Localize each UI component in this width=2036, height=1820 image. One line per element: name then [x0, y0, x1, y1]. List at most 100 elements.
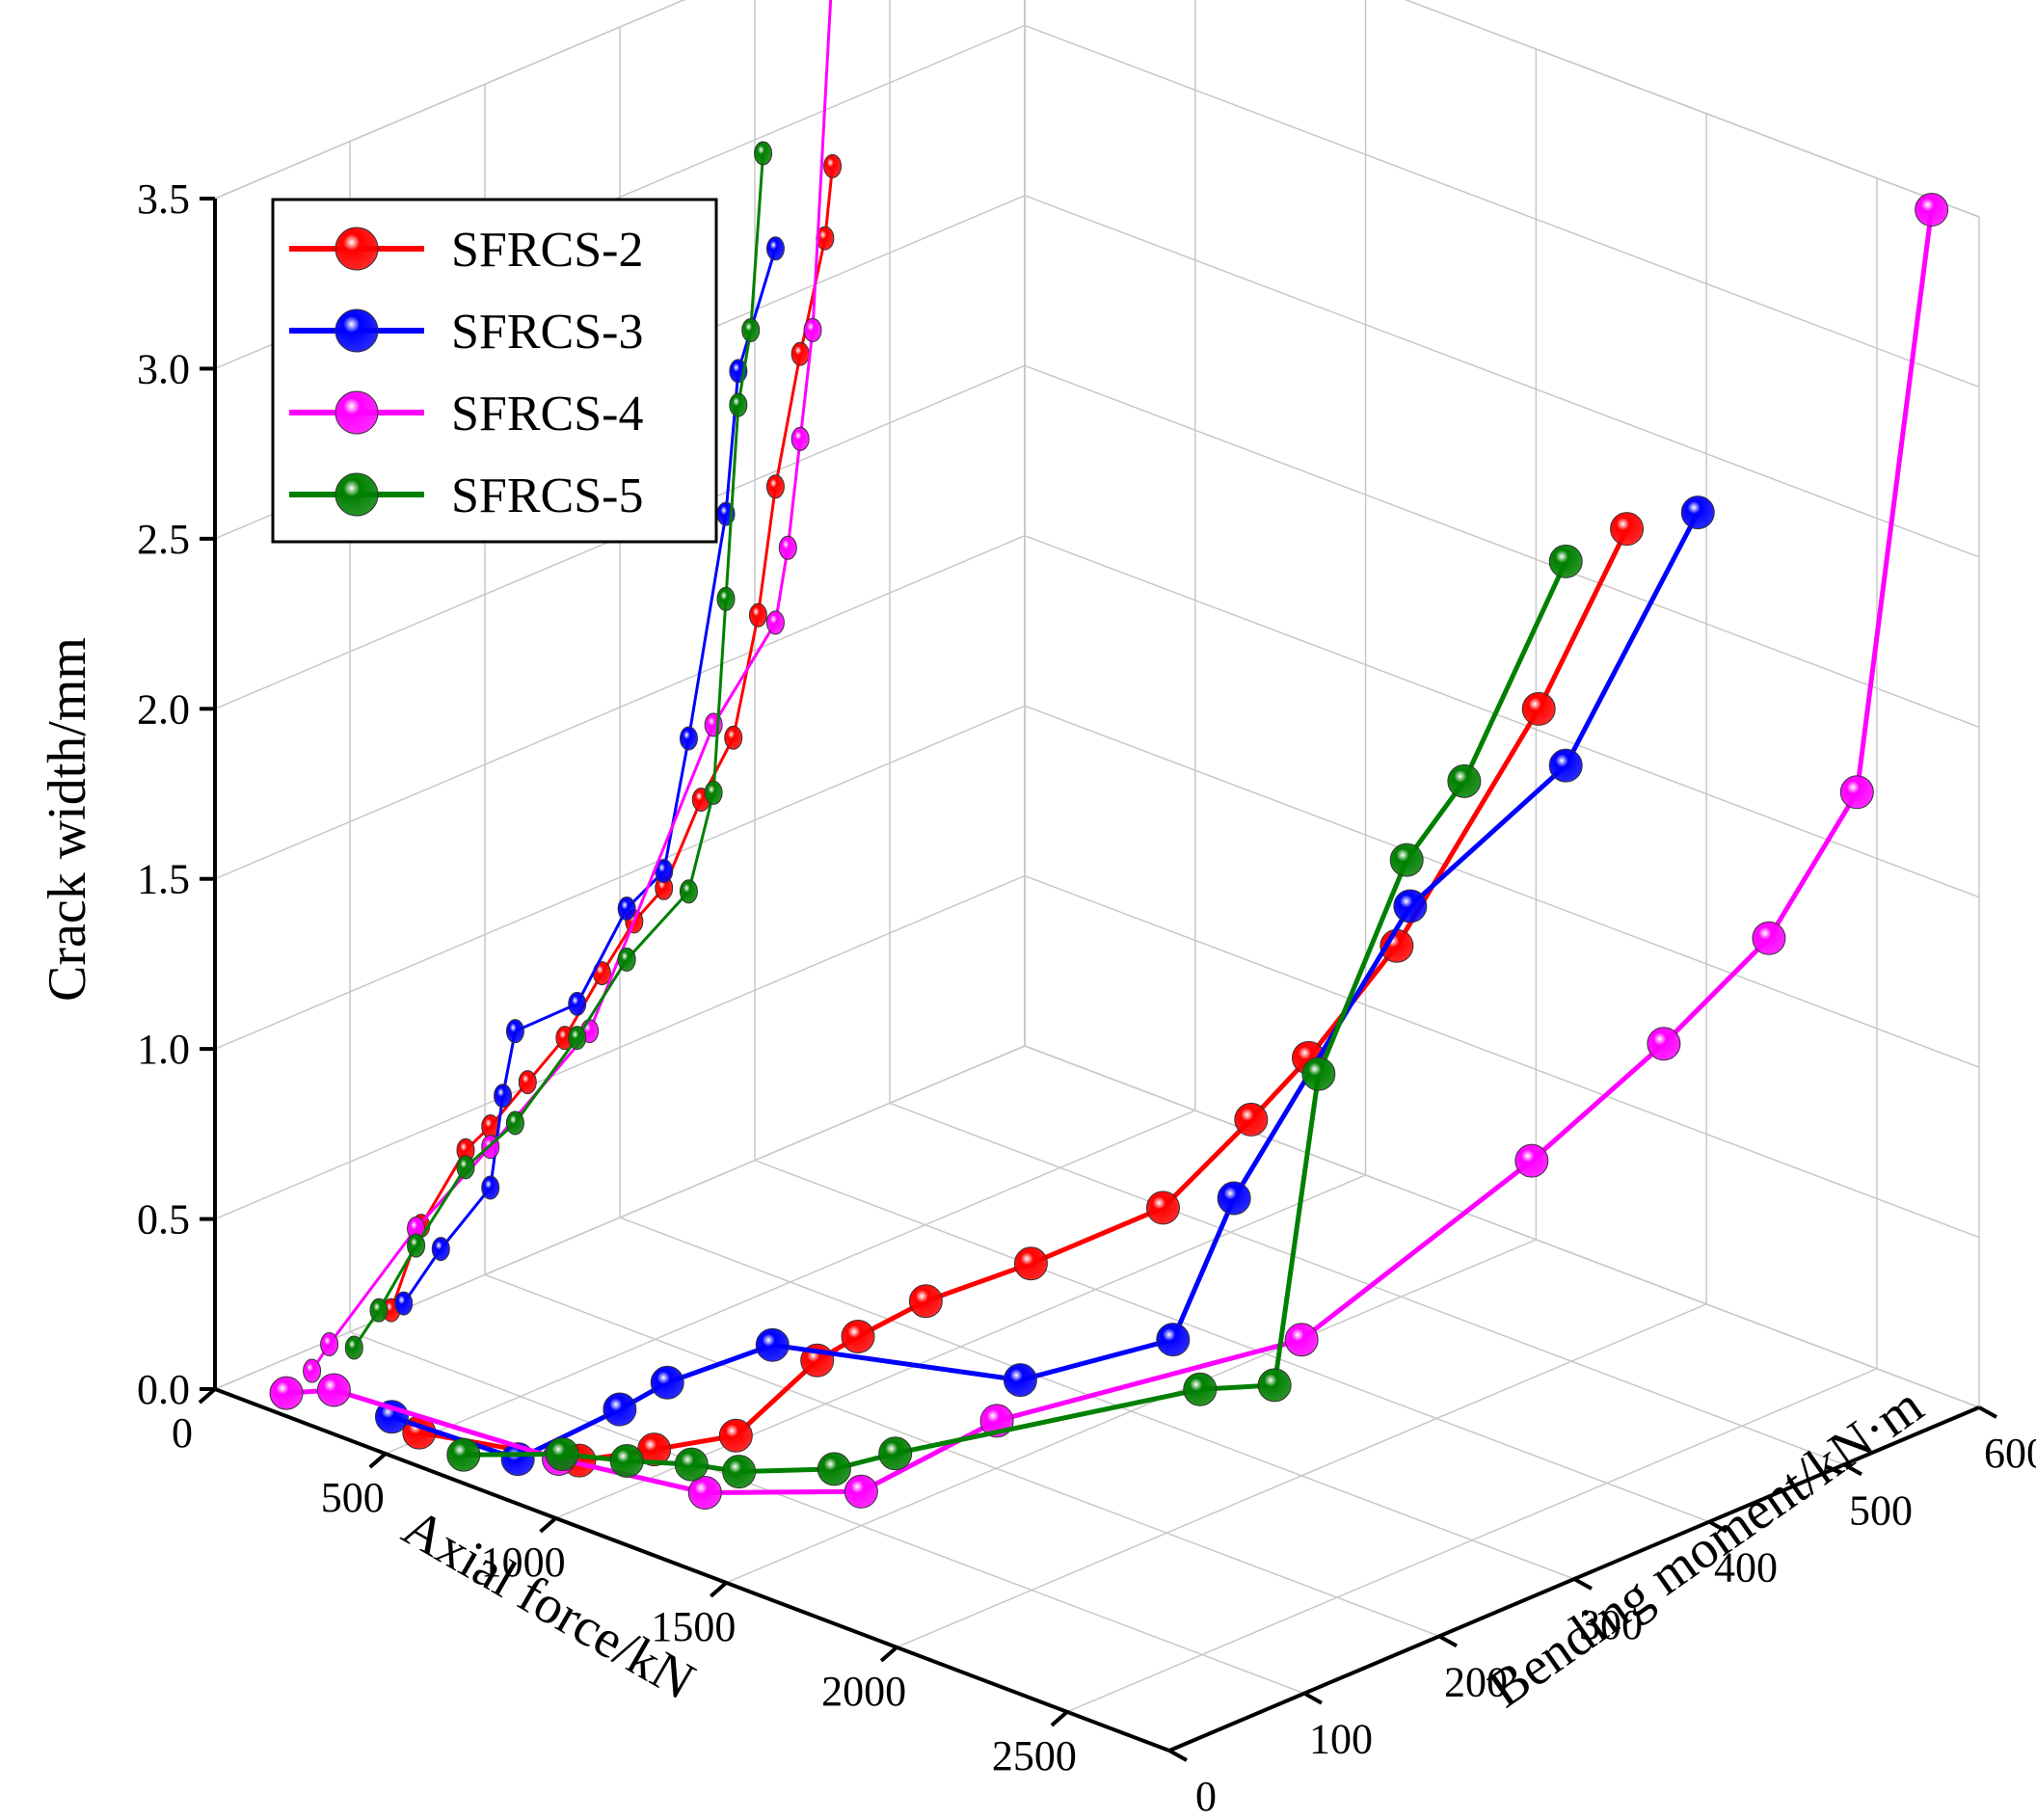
grid-edge — [214, 0, 685, 200]
x-tick-label: 1500 — [651, 1603, 736, 1650]
y-tick-label: 600 — [1984, 1430, 2036, 1477]
sfrcs-5-projection-point — [617, 947, 636, 972]
sfrcs-5-projection-point — [729, 392, 748, 417]
y-tick-label: 200 — [1444, 1658, 1508, 1705]
sfrcs-5-projection-point — [741, 318, 761, 342]
sfrcs-4-line — [285, 209, 1935, 1495]
sfrcs-2-point — [1234, 1102, 1269, 1137]
sfrcs-3-projection-point — [568, 991, 587, 1016]
x-tick-mark — [1050, 1710, 1069, 1727]
sfrcs-5-point — [878, 1436, 913, 1471]
sfrcs-2-legend-marker — [335, 227, 379, 271]
z-tick-label: 3.0 — [137, 345, 190, 392]
sfrcs-3-point — [1156, 1323, 1191, 1357]
sfrcs-4-point — [1514, 1143, 1549, 1178]
sfrcs-3-projection-point — [431, 1237, 450, 1262]
sfrcs-5-point — [446, 1437, 481, 1472]
x-tick-mark — [368, 1452, 388, 1469]
sfrcs-4-point — [1839, 775, 1874, 810]
sfrcs-4-projection-point — [320, 1332, 339, 1356]
sfrcs-4-point — [269, 1376, 304, 1410]
y-tick-mark — [1303, 1691, 1323, 1705]
sfrcs-2-projection-point — [748, 602, 767, 628]
y-axis-title: Bending moment/kN·m — [1478, 1376, 1934, 1720]
sfrcs-4-legend-marker — [335, 390, 379, 435]
sfrcs-5-point — [545, 1436, 579, 1471]
sfrcs-2-projection-line — [389, 166, 835, 1311]
sfrcs-4-projection-point — [790, 426, 810, 451]
z-tick-label: 3.5 — [137, 175, 190, 223]
sfrcs-5-projection-point — [568, 1026, 587, 1051]
sfrcs-3-projection-point — [617, 897, 636, 921]
sfrcs-5-projection-point — [679, 879, 698, 904]
y-tick-mark — [1573, 1577, 1593, 1591]
grid-line — [889, 1102, 1845, 1466]
y-tick-label: 400 — [1714, 1544, 1778, 1592]
sfrcs-5-projection-point — [505, 1111, 524, 1136]
sfrcs-3-projection-point — [679, 726, 698, 751]
y-tick-label: 100 — [1309, 1716, 1373, 1763]
grid-line — [349, 1330, 1305, 1695]
sfrcs-3-projection-point — [505, 1019, 524, 1044]
z-tick-label: 0.0 — [137, 1366, 190, 1413]
z-tick-label: 0.5 — [137, 1196, 190, 1244]
y-tick-mark — [1708, 1519, 1728, 1534]
sfrcs-3-point — [1003, 1363, 1037, 1398]
sfrcs-4-projection-point — [765, 610, 785, 635]
grid-line — [1024, 1045, 1980, 1408]
z-tick-label: 2.5 — [137, 516, 190, 563]
sfrcs-2-point — [718, 1418, 753, 1453]
sfrcs-4-projection-point — [303, 1358, 322, 1383]
y-tick-mark — [1438, 1634, 1458, 1648]
sfrcs-5-line — [463, 560, 1568, 1475]
x-tick-mark — [539, 1516, 557, 1534]
grid-line — [1024, 705, 1980, 1068]
sfrcs-2-point — [1145, 1191, 1180, 1225]
sfrcs-3-projection-point — [481, 1175, 500, 1200]
sfrcs-4-projection-point — [778, 535, 797, 560]
y-tick-mark — [1843, 1462, 1862, 1477]
sfrcs-3-point — [603, 1392, 637, 1427]
sfrcs-2-projection-point — [765, 474, 785, 499]
sfrcs-3-legend-label: SFRCS-3 — [451, 305, 643, 360]
x-tick-label: 2000 — [821, 1668, 906, 1715]
sfrcs-3-projection-point — [494, 1084, 513, 1109]
y-tick-label: 500 — [1849, 1486, 1913, 1534]
axes-layer: 0.00.51.01.52.02.53.03.50500100015002000… — [137, 175, 2036, 1820]
sfrcs-2-point — [1610, 512, 1645, 547]
sfrcs-4-legend-label: SFRCS-4 — [451, 387, 643, 442]
x-tick-label: 2500 — [992, 1732, 1077, 1780]
sfrcs-5-legend-label: SFRCS-5 — [451, 468, 643, 523]
sfrcs-5-point — [722, 1455, 757, 1489]
series-layer — [269, 193, 1949, 1510]
y-tick-mark — [1978, 1405, 1997, 1419]
sfrcs-5-point — [1183, 1372, 1218, 1406]
sfrcs-2-legend-label: SFRCS-2 — [451, 223, 643, 278]
sfrcs-3-point — [1680, 495, 1715, 530]
x-axis-line — [214, 1387, 1170, 1753]
sfrcs-4-point — [1284, 1323, 1319, 1357]
sfrcs-4-point — [316, 1373, 351, 1407]
x-tick-mark — [879, 1646, 898, 1663]
grid-line — [1024, 364, 1980, 728]
sfrcs-4-point — [844, 1474, 878, 1509]
x-tick-label: 1000 — [481, 1539, 566, 1586]
sfrcs-2-point — [908, 1284, 943, 1319]
sfrcs-3-projection-point — [765, 236, 785, 261]
sfrcs-2-projection-point — [724, 725, 743, 750]
sfrcs-5-point — [1301, 1057, 1336, 1091]
z-tick-label: 1.5 — [137, 856, 190, 903]
sfrcs-4-point — [1647, 1027, 1681, 1061]
sfrcs-5-point — [1257, 1368, 1292, 1403]
sfrcs-4-projection-point — [803, 317, 822, 342]
x-tick-label: 500 — [321, 1474, 385, 1521]
sfrcs-2-projection-point — [518, 1070, 537, 1095]
sfrcs-5-projection-point — [407, 1233, 426, 1258]
x-tick-mark — [710, 1581, 728, 1598]
sfrcs-3-projection-point — [394, 1291, 414, 1316]
x-tick-label: 0 — [172, 1409, 193, 1457]
sfrcs-5-projection-point — [456, 1155, 475, 1180]
z-tick-label: 1.0 — [137, 1026, 190, 1073]
sfrcs-5-projection-point — [369, 1298, 388, 1323]
